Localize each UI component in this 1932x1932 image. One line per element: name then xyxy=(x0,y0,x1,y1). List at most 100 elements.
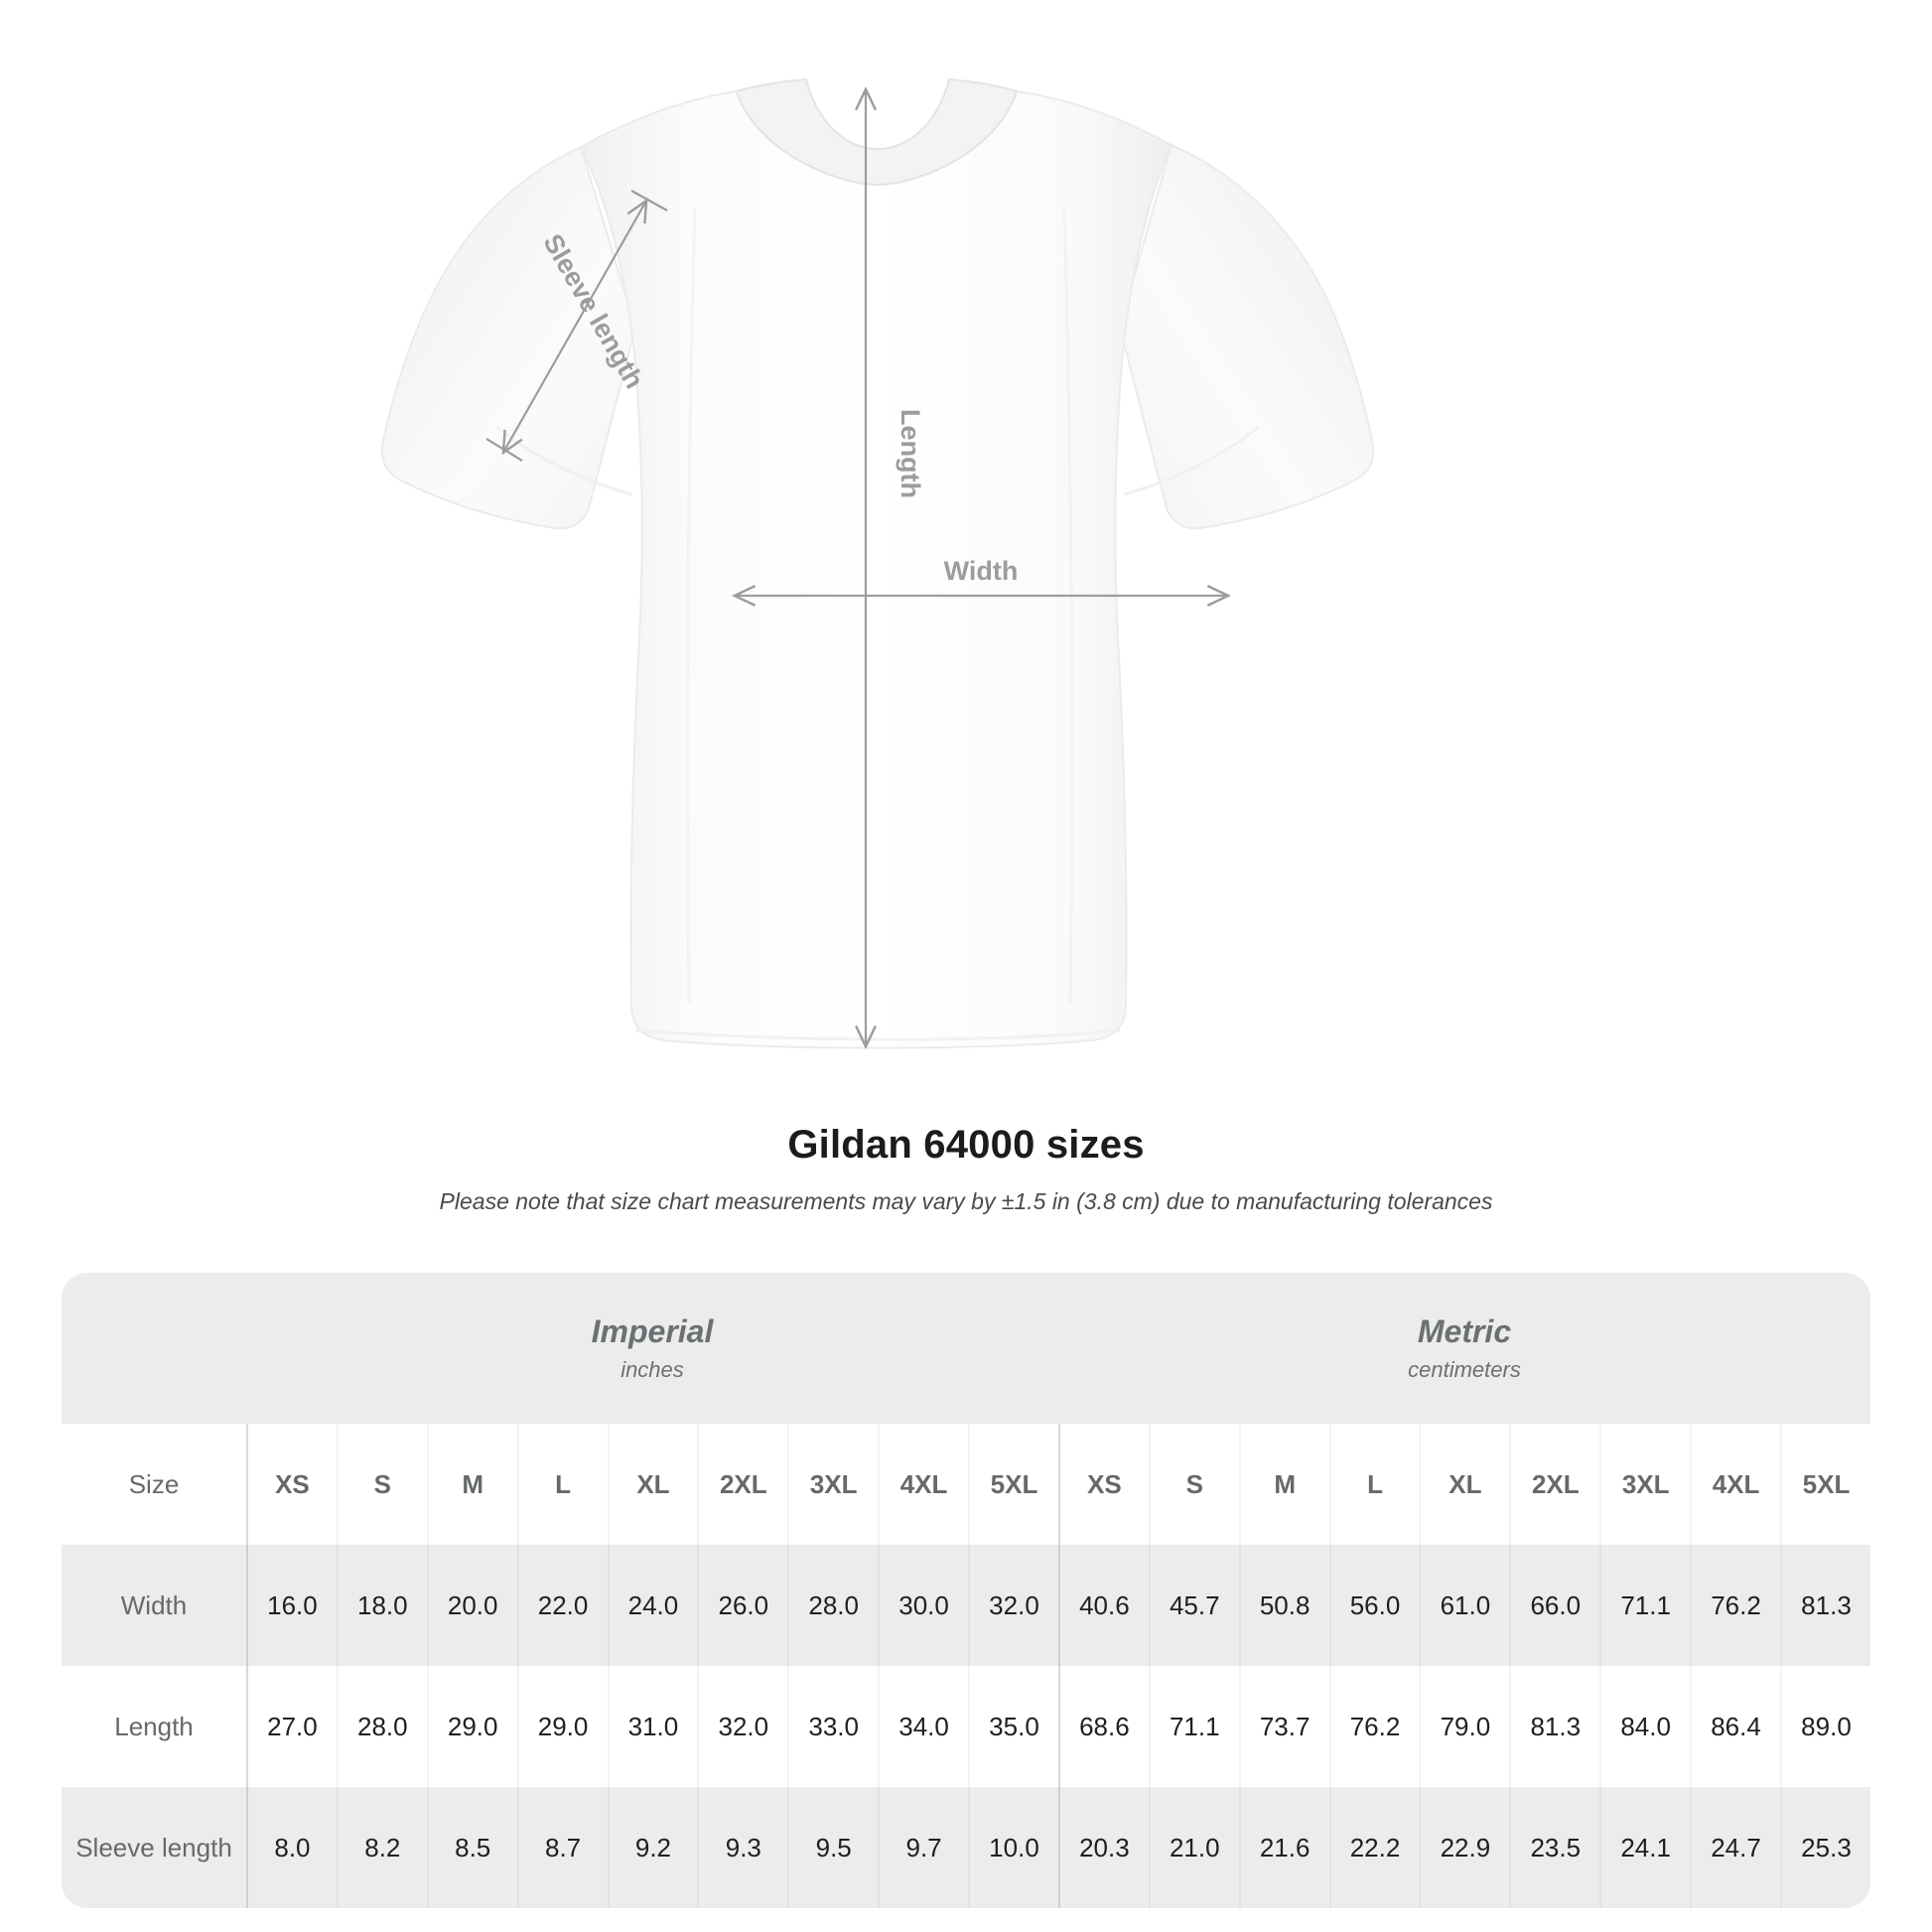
tshirt-measurement-diagram: Length Width Sleeve length xyxy=(380,77,1375,1049)
row-label-size: Size xyxy=(62,1424,246,1545)
size-header-metric-l: L xyxy=(1328,1424,1420,1545)
cell-width-metric-m: 50.8 xyxy=(1238,1545,1329,1666)
cell-sleeve-length-metric-2xl: 23.5 xyxy=(1509,1787,1600,1908)
cell-width-imperial-s: 18.0 xyxy=(336,1545,427,1666)
size-header-imperial-2xl: 2XL xyxy=(697,1424,788,1545)
size-header-imperial-4xl: 4XL xyxy=(878,1424,968,1545)
shirt-body xyxy=(579,89,1173,1049)
fold-line-right xyxy=(1062,207,1074,1004)
chart-heading-block: Gildan 64000 sizes Please note that size… xyxy=(0,1120,1932,1217)
sleeve-length-measure-line xyxy=(485,190,668,462)
cell-width-metric-3xl: 71.1 xyxy=(1599,1545,1691,1666)
size-header-imperial-5xl: 5XL xyxy=(968,1424,1058,1545)
unit-group-unit: centimeters xyxy=(1408,1356,1521,1382)
cell-width-imperial-l: 22.0 xyxy=(516,1545,608,1666)
cell-sleeve-length-imperial-4xl: 9.7 xyxy=(878,1787,968,1908)
cell-length-imperial-3xl: 33.0 xyxy=(787,1666,879,1787)
cell-width-imperial-xl: 24.0 xyxy=(607,1545,698,1666)
size-header-imperial-3xl: 3XL xyxy=(787,1424,879,1545)
cell-length-imperial-m: 29.0 xyxy=(426,1666,517,1787)
unit-group-name: Metric xyxy=(1417,1313,1512,1350)
size-header-metric-m: M xyxy=(1238,1424,1329,1545)
cell-length-imperial-2xl: 32.0 xyxy=(697,1666,788,1787)
cell-length-metric-m: 73.7 xyxy=(1238,1666,1329,1787)
cell-width-metric-xs: 40.6 xyxy=(1057,1545,1149,1666)
table-row-sleeve-length: Sleeve length 8.0 8.2 8.5 8.7 9.2 9.3 9.5 9.7 10.… xyxy=(62,1787,1870,1908)
cell-sleeve-length-imperial-xs: 8.0 xyxy=(246,1787,337,1908)
unit-group-row: Imperial inches Metric centimeters xyxy=(62,1273,1870,1424)
cell-sleeve-length-imperial-5xl: 10.0 xyxy=(968,1787,1058,1908)
tshirt-graphic xyxy=(380,77,1375,1049)
cell-length-imperial-5xl: 35.0 xyxy=(968,1666,1058,1787)
unit-group-unit: inches xyxy=(621,1356,684,1382)
cell-sleeve-length-metric-4xl: 24.7 xyxy=(1690,1787,1780,1908)
cell-length-metric-5xl: 89.0 xyxy=(1779,1666,1870,1787)
cell-width-imperial-5xl: 32.0 xyxy=(968,1545,1058,1666)
cell-length-metric-xl: 79.0 xyxy=(1419,1666,1510,1787)
size-header-metric-5xl: 5XL xyxy=(1779,1424,1870,1545)
cell-width-imperial-m: 20.0 xyxy=(426,1545,517,1666)
cell-width-metric-xl: 61.0 xyxy=(1419,1545,1510,1666)
table-row-size-header: Size XS S M L XL 2XL 3XL 4XL 5XL XS S M L XL 2XL 3XL 4XL 5… xyxy=(62,1424,1870,1545)
cell-length-imperial-4xl: 34.0 xyxy=(878,1666,968,1787)
length-label: Length xyxy=(896,409,925,498)
page-title: Gildan 64000 sizes xyxy=(787,1123,1145,1167)
cell-sleeve-length-imperial-s: 8.2 xyxy=(336,1787,427,1908)
cell-sleeve-length-metric-l: 22.2 xyxy=(1328,1787,1420,1908)
cell-sleeve-length-imperial-3xl: 9.5 xyxy=(787,1787,879,1908)
cell-width-metric-5xl: 81.3 xyxy=(1779,1545,1870,1666)
bottom-hem xyxy=(634,1029,1121,1041)
cell-sleeve-length-imperial-l: 8.7 xyxy=(516,1787,608,1908)
table-row-width: Width 16.0 18.0 20.0 22.0 24.0 26.0 28.0 30.0 32.… xyxy=(62,1545,1870,1666)
row-label-sleeve-length: Sleeve length xyxy=(62,1787,246,1908)
size-header-metric-s: S xyxy=(1148,1424,1239,1545)
cell-length-imperial-xs: 27.0 xyxy=(246,1666,337,1787)
right-sleeve xyxy=(1118,143,1375,530)
cell-width-imperial-2xl: 26.0 xyxy=(697,1545,788,1666)
size-chart-table: Imperial inches Metric centimeters Size XS S M L… xyxy=(62,1273,1870,1908)
size-header-imperial-xl: XL xyxy=(607,1424,698,1545)
size-header-metric-4xl: 4XL xyxy=(1690,1424,1780,1545)
size-table-container: Imperial inches Metric centimeters Size XS S M L… xyxy=(62,1273,1870,1908)
size-header-metric-3xl: 3XL xyxy=(1599,1424,1691,1545)
cell-length-imperial-xl: 31.0 xyxy=(607,1666,698,1787)
unit-group-imperial: Imperial inches xyxy=(246,1273,1058,1424)
row-label-width: Width xyxy=(62,1545,246,1666)
cell-width-metric-4xl: 76.2 xyxy=(1690,1545,1780,1666)
size-header-metric-xl: XL xyxy=(1419,1424,1510,1545)
cell-sleeve-length-metric-s: 21.0 xyxy=(1148,1787,1239,1908)
size-header-imperial-s: S xyxy=(336,1424,427,1545)
cell-width-metric-2xl: 66.0 xyxy=(1509,1545,1600,1666)
right-sleeve-hem xyxy=(1123,425,1260,496)
size-header-imperial-xs: XS xyxy=(246,1424,337,1545)
cell-sleeve-length-imperial-2xl: 9.3 xyxy=(697,1787,788,1908)
cell-width-metric-l: 56.0 xyxy=(1328,1545,1420,1666)
cell-sleeve-length-imperial-m: 8.5 xyxy=(426,1787,517,1908)
unit-group-metric: Metric centimeters xyxy=(1057,1273,1870,1424)
row-label-length: Length xyxy=(62,1666,246,1787)
cell-length-metric-xs: 68.6 xyxy=(1057,1666,1149,1787)
cell-length-metric-l: 76.2 xyxy=(1328,1666,1420,1787)
unit-row-spacer xyxy=(62,1273,246,1424)
unit-group-name: Imperial xyxy=(591,1313,714,1350)
cell-length-imperial-l: 29.0 xyxy=(516,1666,608,1787)
size-header-metric-xs: XS xyxy=(1057,1424,1149,1545)
width-label: Width xyxy=(944,556,1019,586)
cell-sleeve-length-metric-xs: 20.3 xyxy=(1057,1787,1149,1908)
cell-sleeve-length-metric-xl: 22.9 xyxy=(1419,1787,1510,1908)
cell-sleeve-length-metric-5xl: 25.3 xyxy=(1779,1787,1870,1908)
cell-sleeve-length-metric-m: 21.6 xyxy=(1238,1787,1329,1908)
size-header-metric-2xl: 2XL xyxy=(1509,1424,1600,1545)
cell-width-metric-s: 45.7 xyxy=(1148,1545,1239,1666)
table-row-length: Length 27.0 28.0 29.0 29.0 31.0 32.0 33.0 34.0 35… xyxy=(62,1666,1870,1787)
cell-sleeve-length-metric-3xl: 24.1 xyxy=(1599,1787,1691,1908)
size-header-imperial-l: L xyxy=(516,1424,608,1545)
cell-width-imperial-xs: 16.0 xyxy=(246,1545,337,1666)
size-header-imperial-m: M xyxy=(426,1424,517,1545)
cell-length-imperial-s: 28.0 xyxy=(336,1666,427,1787)
cell-sleeve-length-imperial-xl: 9.2 xyxy=(607,1787,698,1908)
cell-length-metric-s: 71.1 xyxy=(1148,1666,1239,1787)
tolerance-note: Please note that size chart measurements… xyxy=(439,1188,1493,1214)
cell-length-metric-3xl: 84.0 xyxy=(1599,1666,1691,1787)
